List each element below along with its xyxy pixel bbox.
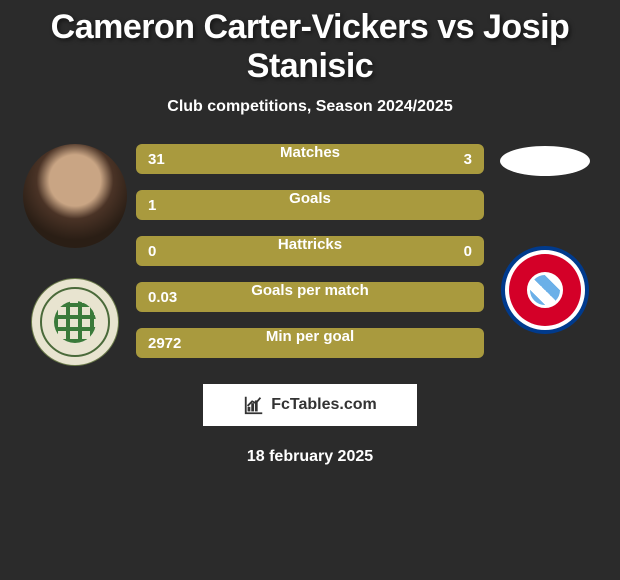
subtitle: Club competitions, Season 2024/2025 (0, 98, 620, 116)
stat-bar-wrap: 2972Min per goal (136, 328, 484, 358)
branding-badge: FcTables.com (203, 384, 417, 426)
player2-column (490, 144, 600, 334)
stat-bar-wrap: 313Matches (136, 144, 484, 174)
stat-value-p1: 0 (136, 236, 310, 266)
stat-bar-wrap: 00Hattricks (136, 236, 484, 266)
stats-table: 313Matches 1Goals 00Hattricks 0.03Goals per… (130, 144, 490, 374)
stat-value-p2: 0 (310, 236, 484, 266)
stat-bar-wrap: 0.03Goals per match (136, 282, 484, 312)
branding-text: FcTables.com (271, 396, 377, 414)
stat-row: 00Hattricks (136, 236, 484, 266)
stat-value-p2: 3 (414, 144, 484, 174)
stat-value-p1: 31 (136, 144, 414, 174)
stat-row: 1Goals (136, 190, 484, 220)
player2-photo (500, 146, 590, 176)
stat-row: 313Matches (136, 144, 484, 174)
player1-photo (23, 144, 127, 248)
comparison-block: 313Matches 1Goals 00Hattricks 0.03Goals per… (0, 144, 620, 374)
stat-value-p1: 1 (136, 190, 484, 220)
player1-column (20, 144, 130, 366)
stat-row: 2972Min per goal (136, 328, 484, 358)
page-title: Cameron Carter-Vickers vs Josip Stanisic (0, 8, 620, 86)
stat-row: 0.03Goals per match (136, 282, 484, 312)
player2-club-badge (501, 246, 589, 334)
stat-value-p1: 2972 (136, 328, 484, 358)
chart-icon (243, 394, 265, 416)
stat-value-p1: 0.03 (136, 282, 484, 312)
stat-bar-wrap: 1Goals (136, 190, 484, 220)
player1-club-badge (31, 278, 119, 366)
date-label: 18 february 2025 (0, 448, 620, 466)
